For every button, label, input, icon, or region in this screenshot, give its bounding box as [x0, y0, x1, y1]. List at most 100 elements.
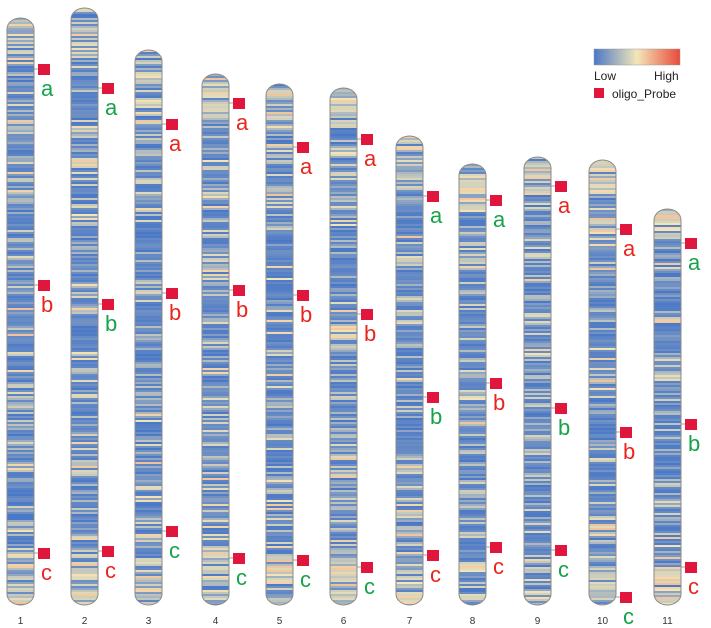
- chromosome-outline: [329, 87, 358, 606]
- chromosome-label: 3: [146, 616, 152, 627]
- chromosome-density-bands: [7, 18, 34, 605]
- oligo-probe-marker: [297, 290, 309, 301]
- oligo-probe-marker: [361, 309, 373, 320]
- oligo-probe-marker: [166, 119, 178, 130]
- oligo-probe-marker: [38, 548, 50, 559]
- chromosome-outline: [523, 156, 552, 606]
- probe-letter-c: c: [430, 562, 441, 587]
- chromosome-label: 11: [662, 616, 673, 627]
- legend-low-label: Low: [594, 69, 616, 83]
- probe-letter-a: a: [493, 207, 506, 232]
- legend: Low High oligo_Probe: [593, 48, 681, 101]
- oligo-probe-marker: [297, 555, 309, 566]
- chromosome-4: 4 a b c: [201, 73, 249, 627]
- probe-letter-c: c: [236, 565, 247, 590]
- chromosome-11: 11 a b c: [653, 208, 701, 627]
- chromosome-density-bands: [330, 88, 357, 605]
- probe-letter-a: a: [169, 131, 182, 156]
- chromosome-label: 6: [341, 616, 347, 627]
- chromosome-9: 9 a b c: [523, 156, 571, 627]
- chromosome-density-bands: [71, 8, 98, 605]
- legend-probe-marker: [594, 88, 604, 98]
- oligo-probe-marker: [233, 285, 245, 296]
- chromosome-density-bands: [396, 136, 423, 605]
- chromosome-label: 2: [82, 616, 88, 627]
- probe-letter-a: a: [41, 76, 54, 101]
- oligo-probe-marker: [361, 134, 373, 145]
- chromosome-8: 8 a b c: [458, 163, 506, 627]
- probe-letter-b: b: [430, 404, 442, 429]
- probe-letter-b: b: [41, 292, 53, 317]
- chromosome-3: 3 a b c: [134, 49, 182, 627]
- probe-letter-c: c: [623, 604, 634, 628]
- probe-letter-b: b: [169, 300, 181, 325]
- probe-letter-c: c: [688, 574, 699, 599]
- chromosome-label: 1: [18, 616, 24, 627]
- chromosome-10: 10 a b c: [588, 159, 636, 628]
- legend-color-scale: [593, 48, 681, 66]
- chromosome-outline: [458, 163, 487, 606]
- probe-letter-c: c: [300, 567, 311, 592]
- probe-letter-b: b: [364, 321, 376, 346]
- chromosome-outline: [653, 208, 682, 606]
- chromosome-density-bands: [654, 209, 681, 605]
- legend-high-label: High: [654, 69, 679, 83]
- probe-letter-b: b: [623, 439, 635, 464]
- chromosome-density-bands: [524, 157, 551, 605]
- probe-letter-b: b: [493, 390, 505, 415]
- chromosome-5: 5 a b c: [265, 83, 313, 627]
- oligo-probe-marker: [685, 419, 697, 430]
- chromosome-outline: [265, 83, 294, 606]
- chromosome-density-bands: [459, 164, 486, 605]
- chromosome-density-bands: [202, 74, 229, 605]
- chromosome-2: 2 a b c: [70, 7, 118, 627]
- probe-letter-c: c: [493, 554, 504, 579]
- probe-letter-b: b: [300, 302, 312, 327]
- oligo-probe-marker: [102, 299, 114, 310]
- oligo-probe-marker: [555, 545, 567, 556]
- oligo-probe-marker: [427, 550, 439, 561]
- oligo-probe-marker: [555, 181, 567, 192]
- oligo-probe-marker: [38, 280, 50, 291]
- oligo-probe-marker: [490, 378, 502, 389]
- probe-letter-a: a: [558, 193, 571, 218]
- probe-letter-a: a: [105, 95, 118, 120]
- probe-letter-c: c: [558, 557, 569, 582]
- oligo-probe-marker: [166, 526, 178, 537]
- chromosome-group: 1 a b c 2 a b c 3 a b c 4 a b c 5 a b c 6 a b c 7 a b c 8 a b c 9 a b c 10 a b…: [6, 7, 701, 628]
- oligo-probe-marker: [233, 98, 245, 109]
- chromosome-label: 8: [470, 616, 476, 627]
- oligo-probe-marker: [427, 392, 439, 403]
- oligo-probe-marker: [427, 191, 439, 202]
- probe-letter-a: a: [623, 236, 636, 261]
- legend-probe-label: oligo_Probe: [612, 87, 676, 101]
- chromosome-label: 10: [597, 616, 609, 627]
- probe-letter-a: a: [688, 250, 701, 275]
- probe-letter-c: c: [41, 560, 52, 585]
- oligo-probe-marker: [233, 553, 245, 564]
- chromosome-label: 7: [407, 616, 413, 627]
- probe-letter-b: b: [688, 431, 700, 456]
- probe-letter-a: a: [430, 203, 443, 228]
- chromosome-label: 4: [213, 616, 219, 627]
- chromosome-outline: [588, 159, 617, 606]
- probe-letter-a: a: [236, 110, 249, 135]
- probe-letter-a: a: [364, 146, 377, 171]
- oligo-probe-marker: [490, 542, 502, 553]
- chromosome-outline: [395, 135, 424, 606]
- oligo-probe-marker: [361, 562, 373, 573]
- chromosome-outline: [6, 17, 35, 606]
- chromosome-density-bands: [135, 50, 162, 605]
- oligo-probe-marker: [620, 592, 632, 603]
- probe-letter-c: c: [105, 558, 116, 583]
- oligo-probe-marker: [297, 142, 309, 153]
- oligo-probe-marker: [685, 238, 697, 249]
- chromosome-1: 1 a b c: [6, 17, 54, 627]
- oligo-probe-marker: [685, 562, 697, 573]
- chromosome-6: 6 a b c: [329, 87, 377, 627]
- chromosome-7: 7 a b c: [395, 135, 443, 627]
- chromosome-label: 5: [277, 616, 283, 627]
- chromosome-label: 9: [535, 616, 541, 627]
- chromosome-density-bands: [266, 84, 293, 605]
